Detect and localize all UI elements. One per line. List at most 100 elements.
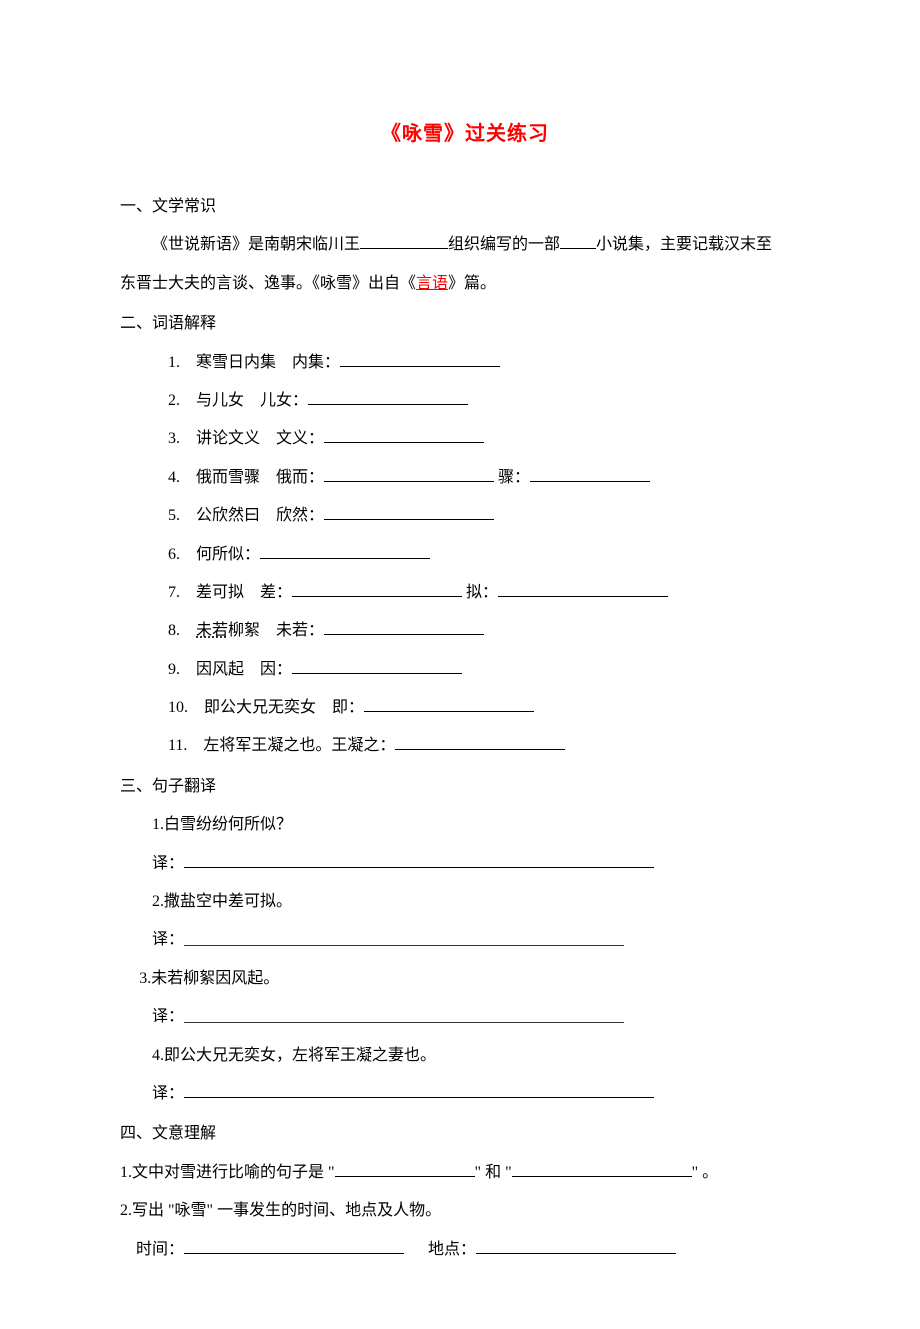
item-number: 4. [168,469,180,486]
item-number: 2. [168,392,180,409]
vocab-text: 何所似： [196,546,260,563]
vocab-text: 差可拟 [196,584,244,601]
s1-l2-a: 东晋士大夫的言谈、逸事。《咏雪》出自《 [120,275,416,292]
translate-label: 译： [152,855,184,872]
blank-field[interactable] [324,618,484,635]
comprehension-q1: 1.文中对雪进行比喻的句子是 " " 和 " " 。 [120,1154,810,1192]
q1-c: " 。 [692,1164,719,1181]
vocab-item: 11. 左将军王凝之也。王凝之： [168,727,810,765]
vocab-text: 即公大兄无奕女 [204,699,316,716]
translation-list: 1.白雪纷纷何所似？译：2.撒盐空中差可拟。译：________________… [120,806,810,1113]
blank-field[interactable] [292,657,462,674]
vocab-item: 3. 讲论文义 文义： [168,420,810,458]
blank-field[interactable] [324,426,484,443]
vocab-text: 俄而： [276,469,324,486]
time-place-line: 时间： 地点： [136,1231,810,1269]
translation-answer-line: 译： [152,845,810,883]
blank-field[interactable] [530,465,650,482]
blank-translation[interactable] [184,851,654,868]
blank-field[interactable] [292,580,462,597]
blank-time[interactable] [184,1237,404,1254]
vocab-item: 4. 俄而雪骤 俄而： 骤： [168,459,810,497]
vocab-text: 与儿女 [196,392,244,409]
item-number: 1. [168,354,180,371]
vocab-text: 未若柳絮 [196,622,260,639]
vocab-text: 内集： [292,354,340,371]
item-number: 11. [168,737,187,754]
section-1-line2: 东晋士大夫的言谈、逸事。《咏雪》出自《言语》篇。 [120,265,810,303]
blank-author[interactable] [360,232,448,249]
s1-text-a: 《世说新语》是南朝宋临川王 [152,236,360,253]
translate-label: 译： [152,1008,184,1025]
blank-field[interactable] [324,503,494,520]
blank-field[interactable] [498,580,668,597]
vocab-text: 寒雪日内集 [196,354,276,371]
place-label: 地点： [428,1241,476,1258]
translation-answer-line: 译：______________________________________… [152,998,810,1036]
vocab-text: 欣然： [276,507,324,524]
translation-answer-line: 译：______________________________________… [152,921,810,959]
blank-translation[interactable]: ________________________________________… [184,921,624,959]
s1-text-b: 组织编写的一部 [448,236,560,253]
translation-question: 2.撒盐空中差可拟。 [152,883,810,921]
blank-place[interactable] [476,1237,676,1254]
vocab-item: 1. 寒雪日内集 内集： [168,344,810,382]
vocab-item: 7. 差可拟 差： 拟： [168,574,810,612]
page-title: 《咏雪》过关练习 [120,110,810,158]
vocab-item: 9. 因风起 因： [168,651,810,689]
vocab-text: 未若： [276,622,324,639]
vocab-text: 即： [332,699,364,716]
section-1-head: 一、文学常识 [120,188,810,226]
translation-answer-line: 译： [152,1075,810,1113]
blank-field[interactable] [364,695,534,712]
comprehension-q2: 2.写出 "咏雪" 一事发生的时间、地点及人物。 [120,1192,810,1230]
vocab-text: 差： [260,584,292,601]
blank-type[interactable] [560,232,596,249]
vocab-text: 骤： [498,469,530,486]
vocab-item: 2. 与儿女 儿女： [168,382,810,420]
blank-field[interactable] [324,465,494,482]
worksheet-page: 《咏雪》过关练习 一、文学常识 《世说新语》是南朝宋临川王 组织编写的一部 小说集，… [0,0,920,1329]
s1-l2-b: 》篇。 [448,275,496,292]
q1-a: 1.文中对雪进行比喻的句子是 " [120,1164,335,1181]
time-label: 时间： [136,1241,184,1258]
q1-b: " 和 " [475,1164,512,1181]
blank-field[interactable] [395,733,565,750]
vocab-item: 5. 公欣然曰 欣然： [168,497,810,535]
section-2-head: 二、词语解释 [120,305,810,343]
item-number: 7. [168,584,180,601]
vocab-text: 儿女： [260,392,308,409]
vocab-text: 因风起 [196,661,244,678]
vocab-text: 因： [260,661,292,678]
item-number: 9. [168,661,180,678]
vocab-list: 1. 寒雪日内集 内集：2. 与儿女 儿女：3. 讲论文义 文义：4. 俄而雪骤… [168,344,810,766]
vocab-item: 10. 即公大兄无奕女 即： [168,689,810,727]
translate-label: 译： [152,1085,184,1102]
vocab-text: 讲论文义 [196,430,260,447]
item-number: 5. [168,507,180,524]
translation-question: 4.即公大兄无奕女，左将军王凝之妻也。 [152,1037,810,1075]
blank-field[interactable] [340,350,500,367]
vocab-item: 8. 未若柳絮 未若： [168,612,810,650]
item-number: 10. [168,699,188,716]
highlighted-term: 言语 [416,275,448,292]
section-4-head: 四、文意理解 [120,1115,810,1153]
vocab-text: 俄而雪骤 [196,469,260,486]
translation-question: 3.未若柳絮因风起。 [139,960,810,998]
item-number: 6. [168,546,180,563]
blank-field[interactable] [260,542,430,559]
translation-question: 1.白雪纷纷何所似？ [152,806,810,844]
item-number: 8. [168,622,180,639]
section-1-body: 《世说新语》是南朝宋临川王 组织编写的一部 小说集，主要记载汉末至 [120,226,810,264]
vocab-text: 公欣然曰 [196,507,260,524]
blank-quote1[interactable] [335,1160,475,1177]
blank-translation[interactable]: ________________________________________… [184,998,624,1036]
vocab-text: 左将军王凝之也。王凝之： [203,737,395,754]
item-number: 3. [168,430,180,447]
blank-translation[interactable] [184,1081,654,1098]
blank-field[interactable] [308,388,468,405]
vocab-text: 文义： [276,430,324,447]
section-3-head: 三、句子翻译 [120,768,810,806]
s1-text-c: 小说集，主要记载汉末至 [596,236,772,253]
blank-quote2[interactable] [512,1160,692,1177]
